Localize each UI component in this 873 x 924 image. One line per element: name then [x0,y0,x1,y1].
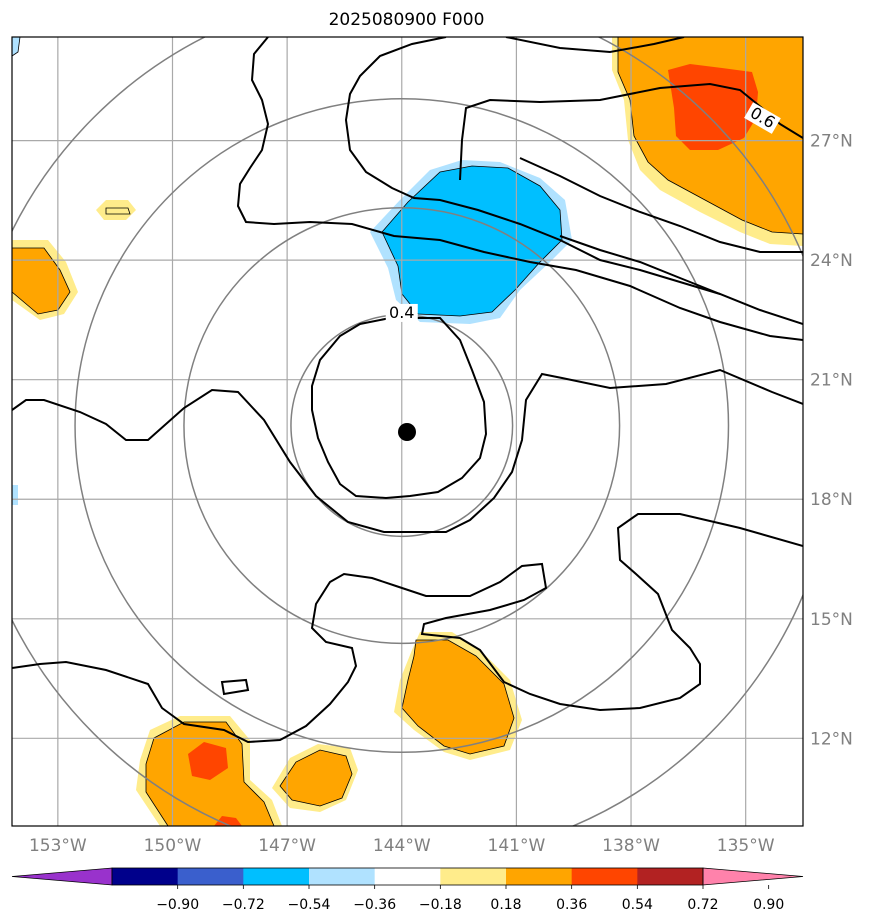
storm-center-marker [398,423,416,441]
contour-label-bg-1 [744,102,781,134]
lat-tick-label-2: 21°N [810,371,853,391]
lon-tick-label-0: 153°W [29,836,87,856]
range-ring-1 [183,206,621,645]
colorbar-label-1: −0.72 [222,897,265,913]
colorbar-segment-3 [309,868,376,885]
latitude-tick-labels: 27°N 24°N 21°N 18°N 15°N 12°N [810,132,853,750]
contour-upper-1 [236,37,803,341]
shade-ne-red [668,64,758,150]
lat-tick-label-4: 15°N [810,610,853,630]
colorbar-segment-1 [177,868,244,885]
colorbar-label-8: 0.72 [687,897,718,913]
lat-tick-label-0: 27°N [810,132,853,152]
colorbar: −0.90 −0.72 −0.54 −0.36 −0.18 0.18 0.36 0.54 0.7… [11,867,804,913]
lat-tick-label-1: 24°N [810,251,853,271]
shade-sw-red [188,742,228,780]
colorbar-segment-7 [571,868,638,885]
colorbar-label-2: −0.54 [288,897,331,913]
map-frame [11,36,804,827]
colorbar-segment-6 [506,868,573,885]
shade-w-small-line [105,207,131,215]
lon-tick-label-5: 138°W [602,836,660,856]
contour-upper-2 [344,37,803,325]
map-area: 0.40.6 [12,37,803,826]
colorbar-label-9: 0.90 [753,897,784,913]
colorbar-segment-8 [637,868,704,885]
colorbar-extend-high [702,867,804,886]
contour-wavy-1 [12,368,803,533]
colorbar-label-3: −0.36 [353,897,396,913]
shade-s-orange [279,749,353,807]
colorbar-segment-5 [440,868,507,885]
shade-sw-red2 [214,816,242,826]
contour-label-bg-0 [385,303,418,322]
lon-tick-label-1: 150°W [144,836,202,856]
colorbar-segment-2 [243,868,310,885]
lon-tick-label-3: 144°W [373,836,431,856]
colorbar-frame [111,867,704,886]
shade-topleft-blue [12,37,21,57]
colorbar-label-7: 0.54 [622,897,653,913]
lon-tick-label-6: 135°W [717,836,775,856]
contour-top-right [505,37,685,54]
shade-left-blue [12,485,18,505]
lat-tick-label-5: 12°N [810,729,853,749]
contour-upper-3 [559,235,721,295]
colorbar-label-4: −0.18 [419,897,462,913]
contour-label-0: 0.4 [389,303,414,322]
contour-lines [12,37,803,744]
contour-upper-4 [519,157,803,253]
contour-wavy-2 [12,513,803,744]
shade-sc-orange [401,639,515,755]
lat-tick-label-3: 18°N [810,490,853,510]
colorbar-label-6: 0.36 [556,897,587,913]
range-ring-2 [74,98,730,753]
lon-tick-label-2: 147°W [258,836,316,856]
shade-w-small [96,200,136,220]
contour-small-1 [220,678,250,696]
colorbar-label-0: −0.90 [156,897,199,913]
lat-lon-gridlines [12,37,803,826]
lon-tick-label-4: 141°W [488,836,546,856]
shade-w-orange [12,247,71,315]
map-title: 2025080900 F000 [328,10,485,30]
colorbar-segment-4 [374,868,441,885]
colorbar-extend-low [11,867,113,886]
longitude-tick-labels: 153°W 150°W 147°W 144°W 141°W 138°W 135°W [29,836,775,856]
contour-center-closed [311,317,488,500]
colorbar-label-5: 0.18 [490,897,521,913]
colorbar-segment-0 [112,868,179,885]
